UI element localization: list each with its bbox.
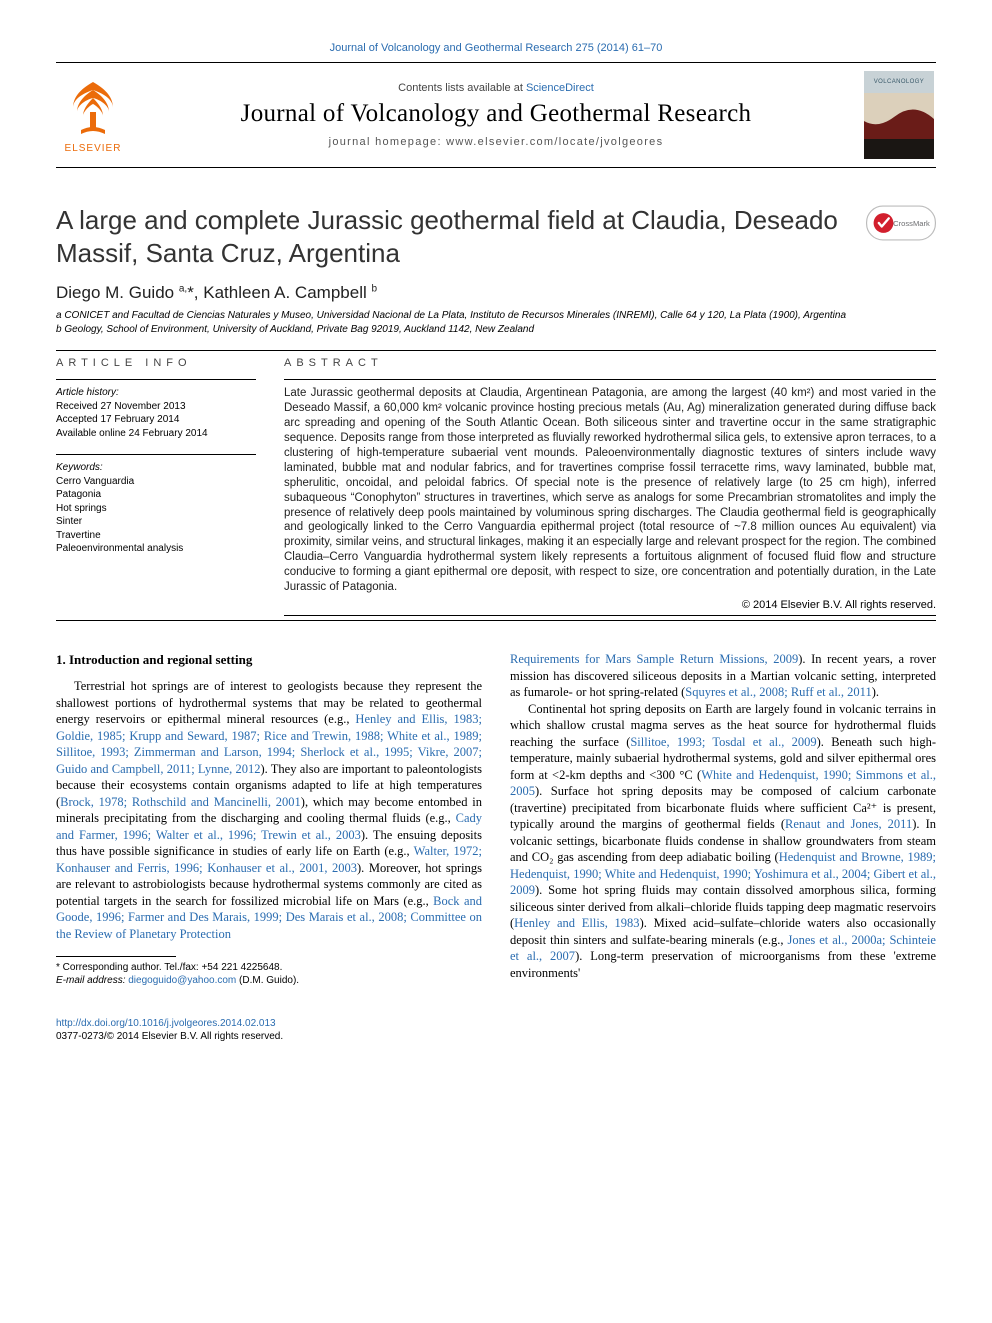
doi-link[interactable]: http://dx.doi.org/10.1016/j.jvolgeores.2… <box>56 1018 276 1029</box>
authors-line: Diego M. Guido a,*, Kathleen A. Campbell… <box>56 283 936 303</box>
info-abstract-row: ARTICLE INFO Article history: Received 2… <box>56 357 936 616</box>
header-citation-link[interactable]: Journal of Volcanology and Geothermal Re… <box>56 42 936 54</box>
citation-link[interactable]: Brock, 1978; Rothschild and Mancinelli, … <box>60 795 301 809</box>
keyword: Patagonia <box>56 488 256 502</box>
journal-homepage-link[interactable]: journal homepage: www.elsevier.com/locat… <box>142 136 850 148</box>
affiliation-b: b Geology, School of Environment, Univer… <box>56 323 936 337</box>
contents-line: Contents lists available at ScienceDirec… <box>142 82 850 94</box>
masthead: ELSEVIER Contents lists available at Sci… <box>56 62 936 168</box>
history-label: Article history: <box>56 386 256 400</box>
abstract-copyright: © 2014 Elsevier B.V. All rights reserved… <box>284 599 936 611</box>
body-text: ). <box>872 685 879 699</box>
abstract-text: Late Jurassic geothermal deposits at Cla… <box>284 386 936 595</box>
keyword: Sinter <box>56 515 256 529</box>
keywords-block: Keywords: Cerro Vanguardia Patagonia Hot… <box>56 461 256 556</box>
article-info-column: ARTICLE INFO Article history: Received 2… <box>56 357 256 616</box>
divider <box>56 620 936 621</box>
footnote-separator <box>56 956 176 957</box>
article-history: Article history: Received 27 November 20… <box>56 386 256 440</box>
abstract-heading: ABSTRACT <box>284 357 936 369</box>
email-line: E-mail address: diegoguido@yahoo.com (D.… <box>56 974 482 987</box>
journal-cover-wrap: VOLCANOLOGY <box>862 69 936 161</box>
affiliations: a CONICET and Facultad de Ciencias Natur… <box>56 309 936 336</box>
correspondence-footnote: * Corresponding author. Tel./fax: +54 22… <box>56 961 482 987</box>
keyword: Travertine <box>56 529 256 543</box>
article-title: A large and complete Jurassic geothermal… <box>56 204 852 269</box>
page-container: Journal of Volcanology and Geothermal Re… <box>0 0 992 1091</box>
email-owner: (D.M. Guido). <box>236 975 299 986</box>
info-divider <box>56 454 256 455</box>
left-column: 1. Introduction and regional setting Ter… <box>56 651 482 987</box>
citation-link[interactable]: Henley and Ellis, 1983 <box>514 916 639 930</box>
elsevier-logo-wrap: ELSEVIER <box>56 69 130 161</box>
journal-name: Journal of Volcanology and Geothermal Re… <box>142 100 850 128</box>
keyword: Hot springs <box>56 502 256 516</box>
abstract-divider <box>284 379 936 380</box>
email-label: E-mail address: <box>56 975 128 986</box>
author-email-link[interactable]: diegoguido@yahoo.com <box>128 975 236 986</box>
elsevier-text: ELSEVIER <box>65 143 122 154</box>
body-paragraph: Requirements for Mars Sample Return Miss… <box>510 651 936 701</box>
journal-cover-icon: VOLCANOLOGY <box>864 71 934 159</box>
masthead-center: Contents lists available at ScienceDirec… <box>142 82 850 148</box>
title-row: A large and complete Jurassic geothermal… <box>56 204 936 269</box>
contents-prefix: Contents lists available at <box>398 82 526 94</box>
accepted-line: Accepted 17 February 2014 <box>56 413 256 427</box>
keyword: Paleoenvironmental analysis <box>56 542 256 556</box>
received-line: Received 27 November 2013 <box>56 400 256 414</box>
divider <box>56 350 936 351</box>
issn-copyright-line: 0377-0273/© 2014 Elsevier B.V. All right… <box>56 1030 936 1043</box>
abstract-column: ABSTRACT Late Jurassic geothermal deposi… <box>284 357 936 616</box>
keyword: Cerro Vanguardia <box>56 475 256 489</box>
corresponding-author: * Corresponding author. Tel./fax: +54 22… <box>56 961 482 974</box>
body-columns: 1. Introduction and regional setting Ter… <box>56 651 936 987</box>
citation-link[interactable]: Sillitoe, 1993; Tosdal et al., 2009 <box>630 735 816 749</box>
body-paragraph: Continental hot spring deposits on Earth… <box>510 701 936 982</box>
info-divider <box>56 379 256 380</box>
citation-link[interactable]: Squyres et al., 2008; Ruff et al., 2011 <box>685 685 871 699</box>
svg-text:VOLCANOLOGY: VOLCANOLOGY <box>874 79 924 85</box>
abstract-divider <box>284 615 936 616</box>
page-footer: http://dx.doi.org/10.1016/j.jvolgeores.2… <box>56 1017 936 1043</box>
svg-text:CrossMark: CrossMark <box>893 219 930 228</box>
citation-link[interactable]: Requirements for Mars Sample Return Miss… <box>510 652 798 666</box>
available-line: Available online 24 February 2014 <box>56 427 256 441</box>
citation-link[interactable]: Renaut and Jones, 2011 <box>785 817 912 831</box>
body-paragraph: Terrestrial hot springs are of interest … <box>56 678 482 942</box>
sciencedirect-link[interactable]: ScienceDirect <box>526 82 594 94</box>
elsevier-tree-icon: ELSEVIER <box>59 76 127 154</box>
right-column: Requirements for Mars Sample Return Miss… <box>510 651 936 987</box>
affiliation-a: a CONICET and Facultad de Ciencias Natur… <box>56 309 936 323</box>
crossmark-badge[interactable]: CrossMark <box>866 204 936 242</box>
section-heading: 1. Introduction and regional setting <box>56 651 482 668</box>
article-info-heading: ARTICLE INFO <box>56 357 256 369</box>
keywords-label: Keywords: <box>56 461 256 475</box>
